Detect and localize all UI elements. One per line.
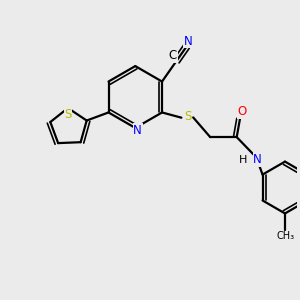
Text: C: C <box>169 49 177 62</box>
Text: N: N <box>253 153 262 166</box>
Text: N: N <box>184 35 192 48</box>
Text: H: H <box>239 154 247 164</box>
Text: CH₃: CH₃ <box>277 231 295 241</box>
Text: S: S <box>184 110 192 123</box>
Text: N: N <box>133 124 142 137</box>
Text: S: S <box>64 108 72 121</box>
Text: O: O <box>237 105 247 118</box>
